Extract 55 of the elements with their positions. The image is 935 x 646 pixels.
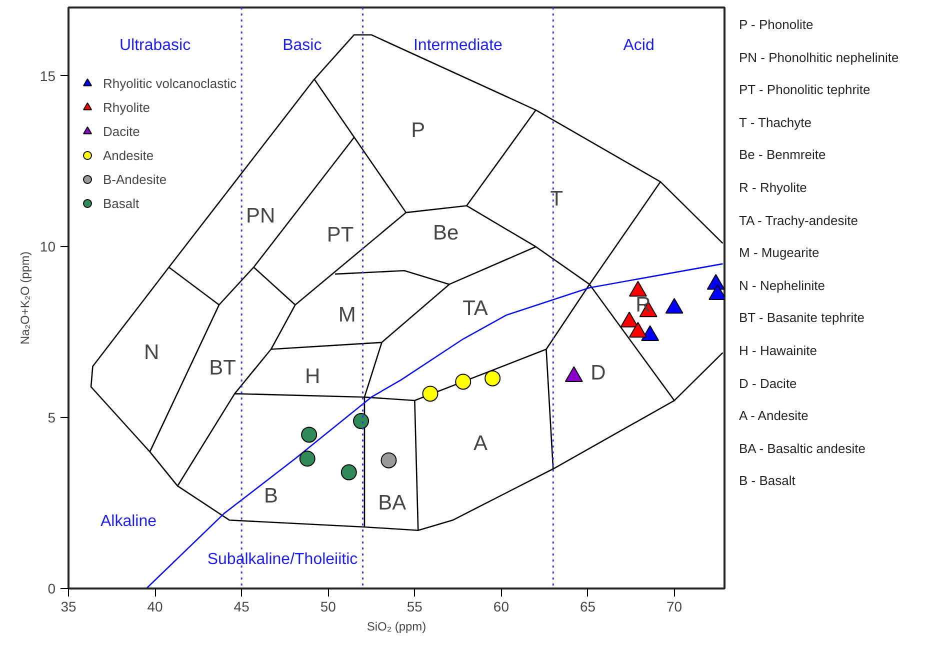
text: T - Thachyte: [739, 114, 812, 132]
text: D - Dacite: [739, 374, 798, 393]
annotation: Ultrabasic: [119, 37, 191, 54]
annotation: P: [411, 119, 426, 142]
annotation: Be: [432, 222, 459, 245]
annotation: A: [473, 432, 488, 455]
legend-label: Rhyolite: [103, 98, 150, 117]
y-axis-title: Na₂O+K₂O (ppm): [18, 251, 32, 345]
annotation: B: [264, 484, 278, 508]
text: Be - Benmreite: [739, 146, 827, 164]
text: PN - Phonolhitic nephelinite: [739, 48, 899, 67]
annotation: BT: [209, 356, 236, 380]
x-tick-label: 65: [580, 598, 596, 614]
annotation: H: [304, 365, 320, 388]
text: BT - Basanite tephrite: [739, 309, 866, 328]
text: P - Phonolite: [739, 16, 814, 34]
text: TA - Trachy-andesite: [739, 212, 859, 230]
text: B - Basalt: [739, 472, 796, 490]
text: A - Andesite: [739, 407, 810, 426]
annotation: Acid: [623, 37, 654, 54]
text: BA - Basaltic andesite: [739, 440, 866, 458]
y-tick-label: 15: [40, 68, 56, 84]
legend-label: Rhyolitic volcanoclastic: [103, 74, 237, 93]
annotation: TA: [462, 296, 488, 320]
text: N - Nephelinite: [739, 276, 826, 295]
x-tick-label: 55: [406, 598, 423, 614]
legend-label: Basalt: [103, 194, 140, 212]
x-tick-label: 60: [493, 598, 510, 614]
x-tick-label: 70: [666, 598, 682, 614]
text: PT - Phonolitic tephrite: [739, 81, 872, 100]
legend-label: Dacite: [103, 122, 140, 140]
annotation: D: [590, 362, 606, 385]
text: M - Mugearite: [739, 244, 820, 262]
y-tick-label: 10: [40, 238, 56, 255]
legend-label: Andesite: [103, 146, 154, 164]
y-tick-label: 5: [48, 410, 56, 426]
annotation: Subalkaline/Tholeiitic: [207, 551, 358, 568]
text: H - Hawainite: [739, 342, 818, 360]
annotation: M: [338, 304, 356, 327]
annotation: T: [550, 187, 564, 210]
legend-label: B-Andesite: [103, 170, 167, 188]
annotation: Intermediate: [413, 37, 503, 54]
annotation: PT: [326, 223, 354, 246]
y-tick-label: 0: [48, 580, 56, 596]
x-tick-label: 45: [234, 598, 250, 614]
annotation: N: [144, 341, 160, 364]
x-axis-title: SiO₂ (ppm): [366, 620, 426, 634]
annotation: PN: [246, 204, 276, 228]
annotation: Alkaline: [100, 513, 157, 530]
annotation: Basic: [282, 37, 322, 54]
text: R - Rhyolite: [739, 178, 808, 197]
x-tick-label: 40: [147, 598, 164, 614]
annotation: BA: [378, 492, 406, 515]
x-tick-label: 35: [60, 598, 76, 614]
x-tick-label: 50: [320, 598, 336, 614]
